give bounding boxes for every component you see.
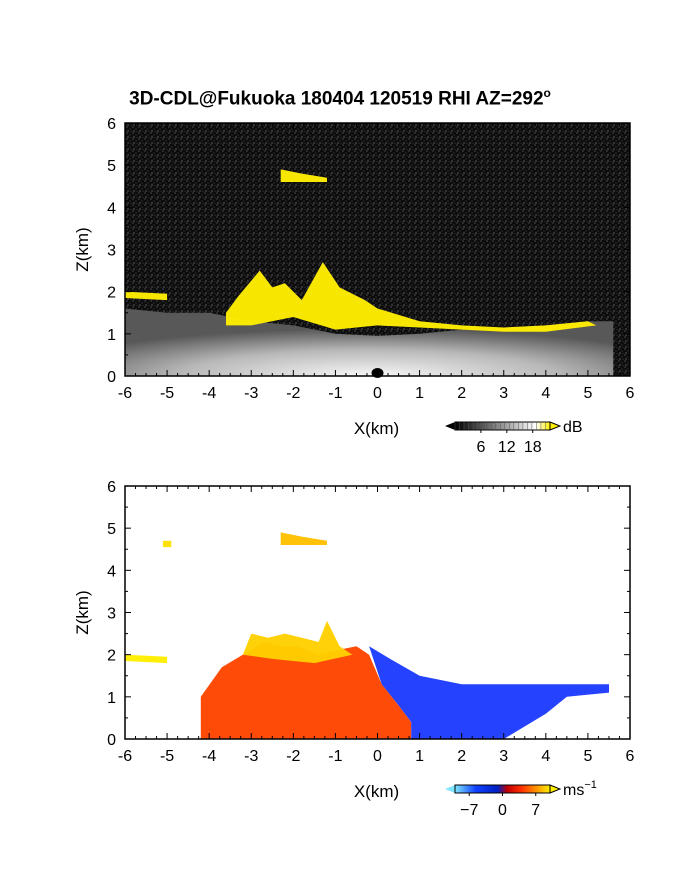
y-tick-label: 5 <box>107 158 116 175</box>
colorbar-bar <box>454 784 551 794</box>
y-tick-label: 3 <box>107 243 116 260</box>
colorbar: 6 12 18 dB <box>445 419 583 456</box>
x-tick-label: -2 <box>286 748 300 765</box>
y-tick-label: 6 <box>107 479 116 496</box>
x-axis-label: X(km) <box>354 419 399 438</box>
colorbar-max-arrow <box>549 421 562 431</box>
colorbar-max-arrow <box>549 784 562 794</box>
y-tick-label: 1 <box>107 327 116 344</box>
colorbar-unit-exponent: −1 <box>584 779 597 791</box>
colorbar-bar <box>454 421 551 431</box>
x-tick-label: -1 <box>328 385 342 402</box>
colorbar-tick-label: 18 <box>524 439 542 456</box>
x-tick-label: 1 <box>415 748 424 765</box>
y-tick-label: 0 <box>107 732 116 749</box>
receding-flow <box>200 642 412 739</box>
approaching-flow <box>369 646 609 739</box>
colorbar-tick-label: 7 <box>531 802 540 819</box>
x-tick-label: -2 <box>286 385 300 402</box>
high-echo-yellow <box>226 262 597 332</box>
y-tick-label: 2 <box>107 285 116 302</box>
colorbar-unit: dB <box>563 419 583 436</box>
x-tick-label: 5 <box>583 748 592 765</box>
x-tick-label: -6 <box>118 385 132 402</box>
x-tick-label: -5 <box>160 748 174 765</box>
colorbar-tick-label: −7 <box>460 802 478 819</box>
x-tick-label: 0 <box>373 748 382 765</box>
y-axis-label: Z(km) <box>73 227 92 271</box>
colorbar-tick-label: 12 <box>498 439 516 456</box>
colorbar: −7 0 7 ms−1 <box>445 779 597 819</box>
x-tick-label: -6 <box>118 748 132 765</box>
colorbar-min-arrow <box>445 422 455 430</box>
panel-doppler-velocity: -6 -5 -4 -3 -2 -1 0 1 2 3 4 5 6 0 1 2 3 4 5 6 X(km) Z(km) −7 0 7… <box>73 479 635 819</box>
x-tick-label: 4 <box>541 748 550 765</box>
y-tick-label: 3 <box>107 606 116 623</box>
x-tick-label: 1 <box>415 385 424 402</box>
x-tick-label: -3 <box>244 748 258 765</box>
x-tick-label: 5 <box>583 385 592 402</box>
elevated-layer <box>280 532 327 545</box>
x-tick-label: 2 <box>457 385 466 402</box>
x-tick-label: 6 <box>626 385 635 402</box>
y-axis-label: Z(km) <box>73 590 92 634</box>
x-tick-label: 0 <box>373 385 382 402</box>
left-layer <box>125 291 168 301</box>
x-tick-label: -5 <box>160 385 174 402</box>
x-tick-label: -1 <box>328 748 342 765</box>
y-tick-label: 6 <box>107 116 116 133</box>
x-tick-label: 6 <box>626 748 635 765</box>
left-patch <box>162 540 172 548</box>
x-tick-label: -3 <box>244 385 258 402</box>
colorbar-tick-label: 6 <box>476 439 485 456</box>
x-tick-label: -4 <box>202 748 216 765</box>
colorbar-min-arrow <box>445 785 455 793</box>
x-tick-label: -4 <box>202 385 216 402</box>
x-tick-label: 2 <box>457 748 466 765</box>
left-layer <box>125 654 168 664</box>
x-axis-label: X(km) <box>354 782 399 801</box>
y-tick-label: 5 <box>107 521 116 538</box>
x-tick-label: 3 <box>499 385 508 402</box>
colorbar-unit: ms−1 <box>563 779 597 799</box>
y-tick-label: 2 <box>107 648 116 665</box>
y-tick-label: 4 <box>107 563 116 580</box>
y-tick-label: 1 <box>107 690 116 707</box>
y-tick-label: 0 <box>107 369 116 386</box>
x-tick-label: 4 <box>541 385 550 402</box>
colorbar-tick-label: 0 <box>498 802 507 819</box>
upper-yellow <box>242 620 353 664</box>
y-tick-label: 4 <box>107 200 116 217</box>
elevated-layer <box>280 169 327 182</box>
x-tick-label: 3 <box>499 748 508 765</box>
chart-title: 3D-CDL@Fukuoka 180404 120519 RHI AZ=292o <box>129 86 551 110</box>
